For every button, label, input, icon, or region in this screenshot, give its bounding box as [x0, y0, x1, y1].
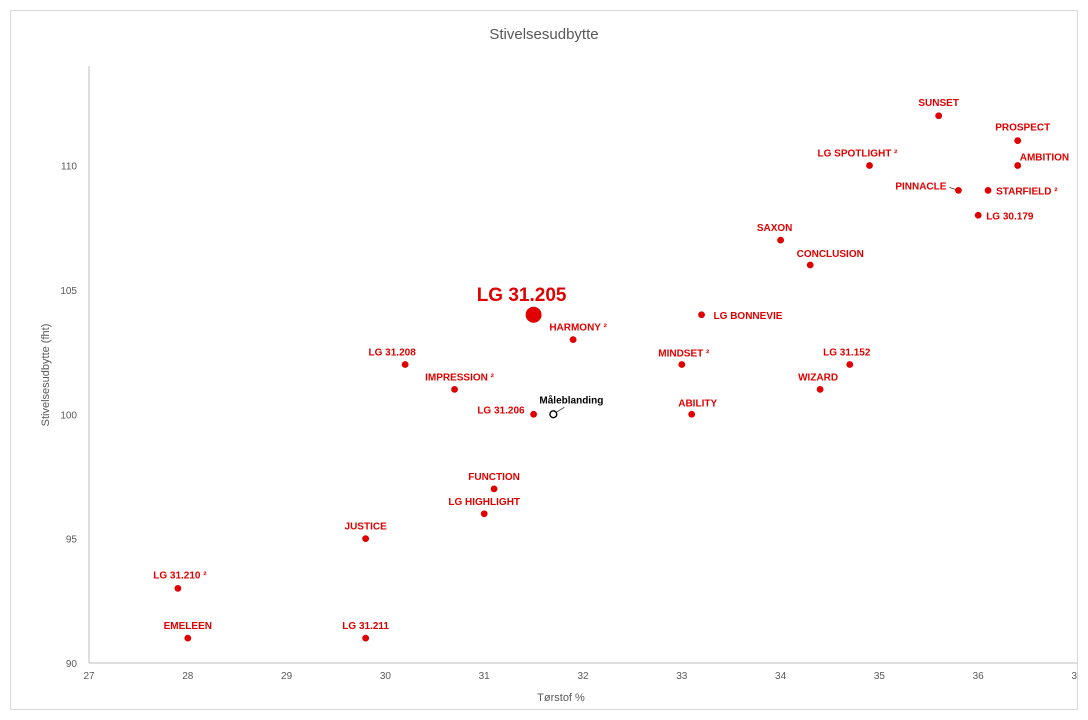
x-tick-label: 29	[281, 671, 293, 682]
data-label: IMPRESSION ²	[425, 372, 495, 383]
scatter-chart: Stivelsesudbytte Tørstof % Stivelsesudby…	[40, 26, 1077, 704]
data-label: STARFIELD ²	[996, 186, 1058, 197]
data-label: LG 31.208	[369, 348, 417, 359]
data-label: LG 31.211	[342, 621, 389, 632]
data-point	[955, 186, 962, 194]
leader-line	[556, 406, 565, 413]
y-tick-label: 90	[66, 659, 78, 670]
data-point	[525, 306, 542, 323]
data-point	[362, 535, 370, 543]
leader-line	[949, 186, 956, 190]
x-axis-label: Tørstof %	[537, 692, 585, 704]
data-point	[362, 634, 370, 642]
data-point	[184, 634, 192, 642]
data-point	[974, 211, 982, 219]
data-point	[401, 361, 409, 368]
data-label: LG 31.210 ²	[153, 570, 207, 581]
x-tick-label: 30	[380, 671, 392, 682]
data-label: WIZARD	[798, 372, 838, 383]
data-point	[777, 236, 784, 244]
y-tick-label: 110	[61, 162, 77, 173]
data-label: MINDSET ²	[658, 349, 710, 360]
data-point	[935, 112, 943, 120]
x-tick-label: 32	[577, 671, 589, 682]
data-point	[174, 584, 182, 592]
data-label: Måleblanding	[539, 394, 603, 406]
data-point	[569, 336, 577, 344]
data-label: PROSPECT	[995, 123, 1050, 134]
data-label: LG 31.152	[823, 348, 871, 359]
data-label: LG 31.205	[477, 285, 567, 306]
chart-frame: Stivelsesudbytte Tørstof % Stivelsesudby…	[10, 10, 1078, 710]
data-label: FUNCTION	[468, 472, 520, 483]
x-tick-label: 28	[182, 671, 194, 682]
data-label: ABILITY	[678, 398, 717, 409]
y-tick-label: 100	[60, 410, 77, 421]
data-label: LG 31.206	[477, 405, 525, 416]
data-label: HARMONY ²	[549, 323, 607, 334]
data-point	[984, 186, 992, 194]
x-tick-label: 33	[676, 671, 688, 682]
data-label: SAXON	[757, 223, 793, 234]
data-label: SUNSET	[918, 98, 959, 109]
data-label: AMBITION	[1020, 153, 1069, 164]
data-point	[688, 410, 696, 418]
data-label: LG HIGHLIGHT	[448, 497, 520, 508]
y-axis-label: Stivelsesudbytte (fht)	[40, 324, 52, 427]
data-label: LG BONNEVIE	[714, 311, 783, 322]
x-tick-label: 35	[874, 671, 886, 682]
data-point	[490, 485, 498, 493]
chart-title: Stivelsesudbytte	[489, 26, 598, 43]
data-point	[451, 385, 458, 393]
data-point	[480, 510, 488, 518]
data-point	[866, 162, 873, 169]
y-tick-label: 105	[60, 286, 77, 297]
data-point	[698, 311, 705, 319]
data-label: PINNACLE	[895, 181, 946, 192]
data-label: LG 30.179	[986, 211, 1034, 222]
data-point	[1014, 162, 1022, 169]
data-point	[1014, 137, 1022, 145]
data-point	[806, 261, 814, 269]
data-label: CONCLUSION	[797, 249, 864, 260]
x-tick-label: 37	[1071, 671, 1077, 682]
data-label: LG SPOTLIGHT ²	[818, 149, 899, 160]
data-point	[678, 361, 686, 368]
data-point	[549, 410, 558, 419]
x-tick-label: 36	[973, 671, 985, 682]
data-label: JUSTICE	[345, 522, 388, 533]
y-tick-label: 95	[66, 535, 78, 546]
data-point	[816, 385, 824, 393]
x-tick-label: 34	[775, 671, 787, 682]
data-point	[530, 410, 537, 418]
data-point	[846, 361, 854, 368]
x-tick-label: 27	[83, 671, 95, 682]
data-label: EMELEEN	[164, 621, 212, 632]
x-tick-label: 31	[479, 671, 491, 682]
